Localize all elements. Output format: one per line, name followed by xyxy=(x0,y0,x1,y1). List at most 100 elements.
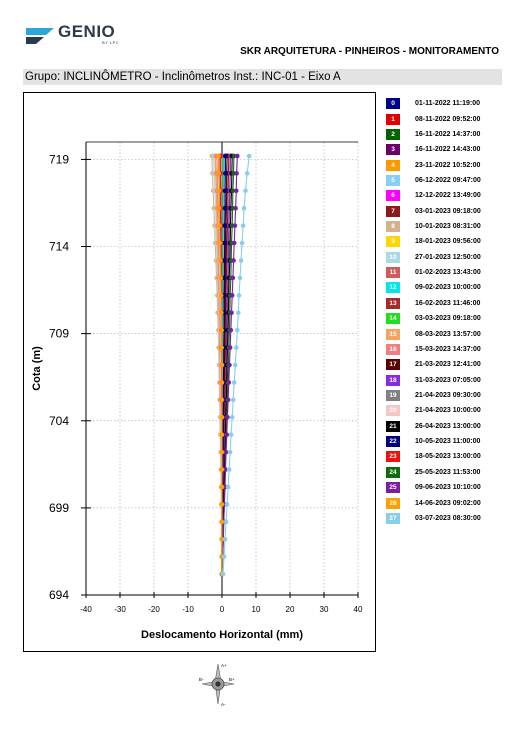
legend-badge: 11 xyxy=(386,267,400,279)
series-point-25 xyxy=(227,345,233,350)
series-point-26 xyxy=(217,240,223,246)
legend-badge: 23 xyxy=(386,451,400,463)
series-point-27 xyxy=(224,502,230,507)
legend-item: 9 18-01-2023 09:56:00 xyxy=(386,234,506,249)
y-tick-label: 699 xyxy=(49,501,69,515)
series-point-25 xyxy=(230,275,236,281)
legend-date: 18-05-2023 13:00:00 xyxy=(415,453,481,461)
legend-badge: 0 xyxy=(386,98,400,110)
legend-item: 12 09-02-2023 10:00:00 xyxy=(386,280,506,295)
series-point-26 xyxy=(219,484,225,490)
legend-date: 10-01-2023 08:31:00 xyxy=(415,223,481,231)
legend-badge: 20 xyxy=(386,405,400,417)
legend-date: 21-04-2023 10:00:00 xyxy=(415,407,481,415)
series-point-25 xyxy=(231,258,236,263)
x-tick-label: -40 xyxy=(80,605,92,614)
y-tick-label: 714 xyxy=(49,240,69,254)
legend-date: 15-03-2023 14:37:00 xyxy=(415,345,481,353)
legend-item: 26 14-06-2023 09:02:00 xyxy=(386,495,506,510)
legend-date: 01-11-2022 11:19:00 xyxy=(415,100,480,108)
legend-badge: 26 xyxy=(386,497,400,509)
series-point-26 xyxy=(216,205,222,211)
legend-date: 31-03-2023 07:05:00 xyxy=(415,376,481,384)
legend-badge: 14 xyxy=(386,313,400,325)
series-point-25 xyxy=(233,205,238,211)
legend-badge: 8 xyxy=(386,221,400,233)
series-point-22 xyxy=(222,223,228,228)
series-point-25 xyxy=(227,362,232,368)
legend-date: 16-11-2022 14:37:00 xyxy=(415,130,481,138)
x-tick-label: -20 xyxy=(148,605,160,614)
legend-badge: 12 xyxy=(386,282,400,294)
series-point-26 xyxy=(219,362,225,368)
legend-date: 16-02-2023 11:46:00 xyxy=(415,299,481,307)
legend-item: 11 01-02-2023 13:43:00 xyxy=(386,265,506,280)
series-point-25 xyxy=(225,414,230,420)
compass-a-plus: A+ xyxy=(221,663,227,668)
x-tick-label: 10 xyxy=(252,605,261,614)
y-tick-label: 704 xyxy=(49,414,69,428)
legend-item: 17 21-03-2023 12:41:00 xyxy=(386,357,506,372)
series-point-22 xyxy=(222,275,227,281)
series-point-25 xyxy=(226,380,232,385)
compass-b-minus: B- xyxy=(199,677,204,682)
series-point-22 xyxy=(223,171,228,176)
legend-item: 4 23-11-2022 10:52:00 xyxy=(386,157,506,172)
series-point-27 xyxy=(239,240,245,246)
series-point-27 xyxy=(223,519,229,525)
inclinometer-chart: 694 699 704 709 714 719 -40 -30 -20 -10 0 10 20 30 40 D… xyxy=(31,141,363,641)
series-point-26 xyxy=(219,467,225,472)
legend-date: 12-12-2022 13:49:00 xyxy=(415,192,481,200)
series-point-25 xyxy=(223,467,228,472)
legend-item: 27 03-07-2023 08:30:00 xyxy=(386,511,506,526)
series-point-25 xyxy=(229,293,235,298)
compass-b-plus: B+ xyxy=(229,677,235,682)
legend-date: 08-11-2022 09:52:00 xyxy=(415,115,481,123)
series-point-26 xyxy=(217,223,222,228)
legend-badge: 5 xyxy=(386,174,400,186)
legend-badge: 24 xyxy=(386,466,400,478)
project-title: SKR ARQUITETURA - PINHEIROS - MONITORAME… xyxy=(240,46,499,57)
legend-item: 25 09-06-2023 10:10:00 xyxy=(386,480,506,495)
series-point-26 xyxy=(219,432,225,438)
legend-badge: 7 xyxy=(386,205,400,217)
series-point-26 xyxy=(219,327,224,333)
x-tick-label: 30 xyxy=(320,605,329,614)
series-point-22 xyxy=(223,153,228,159)
legend-badge: 1 xyxy=(386,113,400,125)
legend-item: 0 01-11-2022 11:19:00 xyxy=(386,96,506,111)
legend-item: 8 10-01-2023 08:31:00 xyxy=(386,219,506,234)
series-point-25 xyxy=(232,223,238,228)
series-point-27 xyxy=(220,571,226,577)
y-tick-label: 709 xyxy=(49,327,69,341)
series-point-27 xyxy=(226,467,232,472)
series-point-27 xyxy=(227,449,233,455)
legend-date: 03-01-2023 09:18:00 xyxy=(415,207,481,215)
y-axis-label: Cota (m) xyxy=(31,346,43,391)
legend-badge: 25 xyxy=(386,482,400,494)
series-point-27 xyxy=(236,293,242,298)
series-point-22 xyxy=(222,258,227,263)
legend-date: 01-02-2023 13:43:00 xyxy=(415,269,481,277)
series-point-27 xyxy=(246,153,252,159)
series-point-22 xyxy=(222,205,228,211)
legend-date: 26-04-2023 13:00:00 xyxy=(415,422,481,430)
y-tick-label: 719 xyxy=(49,152,69,166)
series-point-26 xyxy=(216,188,222,194)
legend-date: 27-01-2023 12:50:00 xyxy=(415,253,481,261)
series-point-26 xyxy=(219,310,224,316)
series-point-26 xyxy=(219,519,225,525)
legend-item: 6 12-12-2022 13:49:00 xyxy=(386,188,506,203)
series-point-27 xyxy=(225,484,231,490)
series-point-27 xyxy=(236,310,241,316)
group-label: Grupo: INCLINÔMETRO - Inclinômetros Inst… xyxy=(23,69,502,85)
legend-badge: 6 xyxy=(386,190,400,202)
series-point-26 xyxy=(218,258,223,263)
series-point-25 xyxy=(229,310,234,316)
legend-badge: 4 xyxy=(386,159,400,171)
legend-item: 22 10-05-2023 11:00:00 xyxy=(386,434,506,449)
legend-badge: 16 xyxy=(386,343,400,355)
legend-date: 03-07-2023 08:30:00 xyxy=(415,514,481,522)
x-tick-label: 0 xyxy=(220,605,225,614)
series-point-26 xyxy=(219,345,224,350)
